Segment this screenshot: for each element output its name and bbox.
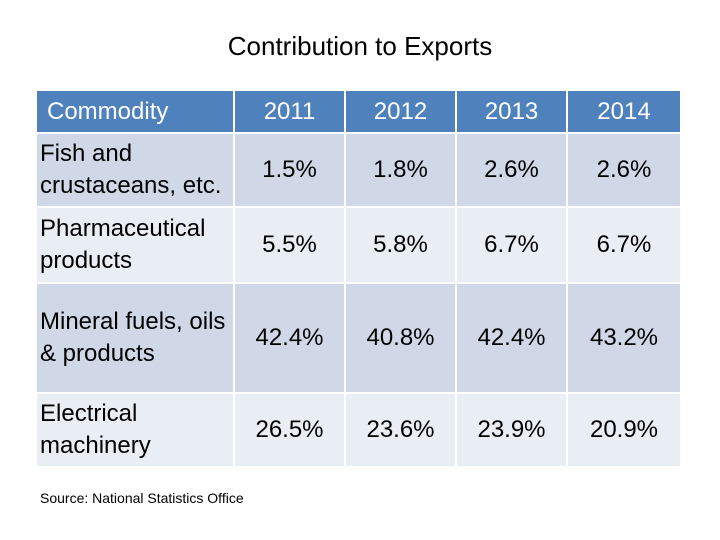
table-row: Pharmaceutical products 5.5% 5.8% 6.7% 6… [37, 208, 680, 284]
value-cell: 5.8% [346, 208, 457, 284]
value-cell: 40.8% [346, 284, 457, 394]
table-header-row: Commodity 2011 2012 2013 2014 [37, 91, 680, 134]
value-cell: 20.9% [568, 394, 680, 468]
commodity-cell: Fish and crustaceans, etc. [37, 134, 235, 208]
commodity-cell: Electrical machinery [37, 394, 235, 468]
value-cell: 2.6% [457, 134, 568, 208]
column-header-2012: 2012 [346, 91, 457, 134]
exports-table: Commodity 2011 2012 2013 2014 Fish and c… [37, 91, 680, 468]
value-cell: 5.5% [235, 208, 346, 284]
value-cell: 2.6% [568, 134, 680, 208]
column-header-2011: 2011 [235, 91, 346, 134]
table-row: Electrical machinery 26.5% 23.6% 23.9% 2… [37, 394, 680, 468]
value-cell: 6.7% [457, 208, 568, 284]
value-cell: 1.5% [235, 134, 346, 208]
value-cell: 26.5% [235, 394, 346, 468]
column-header-commodity: Commodity [37, 91, 235, 134]
table-row: Mineral fuels, oils & products 42.4% 40.… [37, 284, 680, 394]
column-header-2014: 2014 [568, 91, 680, 134]
value-cell: 6.7% [568, 208, 680, 284]
value-cell: 1.8% [346, 134, 457, 208]
table-row: Fish and crustaceans, etc. 1.5% 1.8% 2.6… [37, 134, 680, 208]
value-cell: 43.2% [568, 284, 680, 394]
commodity-cell: Mineral fuels, oils & products [37, 284, 235, 394]
value-cell: 42.4% [235, 284, 346, 394]
value-cell: 23.6% [346, 394, 457, 468]
column-header-2013: 2013 [457, 91, 568, 134]
value-cell: 23.9% [457, 394, 568, 468]
source-note: Source: National Statistics Office [40, 490, 244, 506]
value-cell: 42.4% [457, 284, 568, 394]
commodity-cell: Pharmaceutical products [37, 208, 235, 284]
page-title: Contribution to Exports [227, 31, 493, 61]
